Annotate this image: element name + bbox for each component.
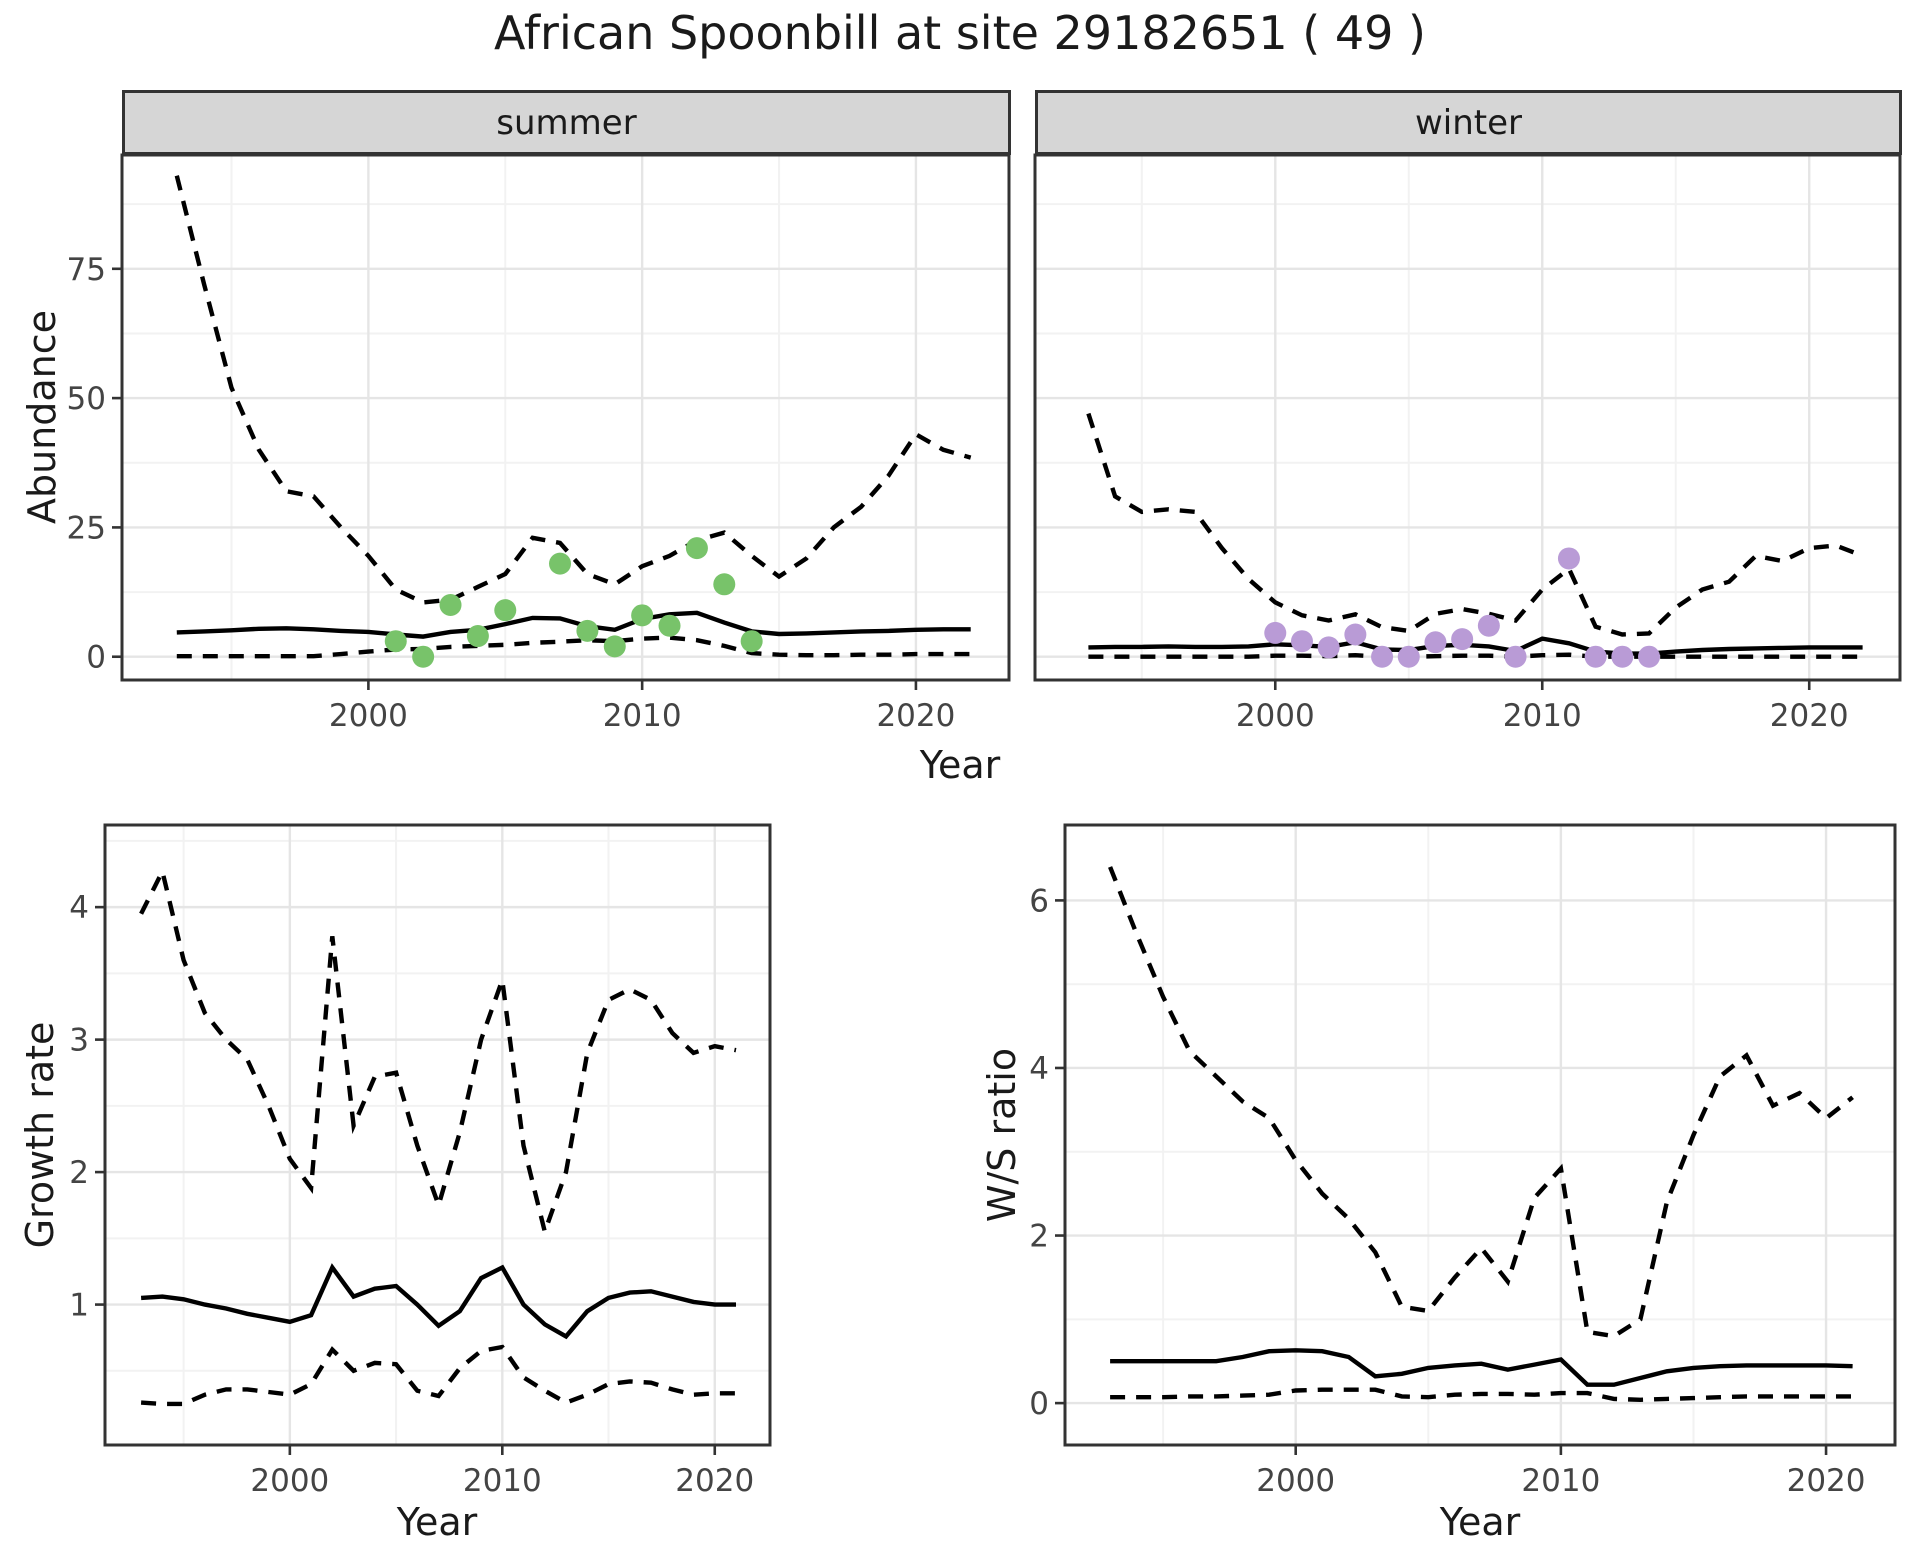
panel-summer-abundance: 2000 2010 2020 0 25 50 75: [67, 153, 1011, 734]
panel-winter-abundance: 2000 2010 2020: [1033, 153, 1902, 734]
y-axis-label-growth-rate: Growth rate: [18, 1021, 62, 1249]
x-axis-label-year-top: Year: [919, 743, 1001, 787]
facet-strip-summer: summer: [122, 90, 1011, 155]
winter-abundance-observation-point: [1397, 645, 1420, 668]
summer-abundance-observation-point: [412, 645, 435, 668]
summer-abundance-observation-point: [494, 599, 517, 622]
ws-ratio-y-tick-label: 6: [1029, 883, 1049, 919]
ws-ratio-x-tick-label: 2000: [1256, 1463, 1335, 1499]
chart-title: African Spoonbill at site 29182651 ( 49 …: [494, 6, 1426, 60]
summer-abundance-observation-point: [384, 630, 407, 653]
growth-rate-y-tick-label: 1: [69, 1288, 89, 1324]
ws-ratio-x-tick-label: 2010: [1521, 1463, 1600, 1499]
ws-ratio-y-tick-label: 0: [1029, 1386, 1049, 1422]
summer-abundance-median-line: [176, 610, 971, 639]
summer-abundance-y-tick-label: 25: [67, 510, 106, 546]
ws-ratio-median-line: [1110, 1348, 1853, 1387]
winter-abundance-observation-point: [1371, 645, 1394, 668]
growth-rate-y-tick-label: 3: [69, 1023, 89, 1059]
summer-abundance-observation-point: [631, 604, 654, 627]
winter-abundance-median-line: [1088, 636, 1863, 656]
growth-rate-x-tick-label: 2020: [675, 1463, 754, 1499]
summer-abundance-y-tick-label: 50: [67, 381, 106, 417]
summer-abundance-upper_ci-line: [174, 175, 972, 605]
growth-rate-upper_ci-line: [139, 865, 737, 1240]
ws-ratio-y-tick-label: 2: [1029, 1219, 1049, 1255]
summer-abundance-y-tick-label: 0: [86, 640, 106, 676]
facet-strip-winter-label: winter: [1414, 102, 1523, 143]
panel-growth-rate: 2000 2010 2020 1 2 3 4: [69, 823, 772, 1499]
winter-abundance-observation-point: [1557, 547, 1580, 570]
winter-abundance-observation-point: [1584, 645, 1607, 668]
facet-strip-summer-label: summer: [496, 102, 637, 143]
winter-abundance-observation-point: [1638, 645, 1661, 668]
winter-abundance-x-tick-label: 2000: [1236, 698, 1315, 734]
winter-abundance-observation-point: [1264, 621, 1287, 644]
winter-abundance-observation-point: [1317, 636, 1340, 659]
summer-abundance-observation-point: [740, 630, 763, 653]
summer-abundance-y-tick-label: 75: [67, 252, 106, 288]
summer-abundance-observation-point: [439, 594, 462, 616]
summer-abundance-observation-point: [685, 537, 708, 560]
summer-abundance-observation-point: [713, 573, 736, 596]
x-axis-label-year-growth: Year: [396, 1500, 478, 1544]
summer-abundance-lower_ci-line: [176, 635, 971, 659]
facet-strip-winter: winter: [1035, 90, 1902, 155]
summer-abundance-observation-point: [603, 635, 626, 658]
summer-abundance-x-tick-label: 2010: [603, 698, 682, 734]
winter-abundance-x-tick-label: 2020: [1770, 698, 1849, 734]
summer-abundance-observation-point: [549, 552, 572, 575]
growth-rate-y-tick-label: 4: [69, 890, 89, 926]
winter-abundance-x-tick-label: 2010: [1503, 698, 1582, 734]
summer-abundance-x-tick-label: 2000: [329, 698, 408, 734]
panel-ws-ratio: 2000 2010 2020 0 2 4 6: [1029, 823, 1897, 1499]
growth-rate-median-line: [140, 1263, 736, 1340]
y-axis-label-abundance: Abundance: [20, 309, 64, 525]
ws-ratio-upper_ci-line: [1108, 866, 1854, 1339]
y-axis-label-ws-ratio: W/S ratio: [980, 1047, 1024, 1223]
winter-abundance-observation-point: [1611, 645, 1634, 668]
winter-abundance-observation-point: [1477, 614, 1500, 637]
ws-ratio-y-tick-label: 4: [1029, 1051, 1049, 1087]
winter-abundance-observation-point: [1344, 623, 1367, 646]
winter-abundance-observation-point: [1504, 645, 1527, 668]
summer-abundance-x-tick-label: 2020: [876, 698, 955, 734]
growth-rate-y-tick-label: 2: [69, 1155, 89, 1191]
winter-abundance-observation-point: [1451, 628, 1474, 651]
winter-abundance-observation-point: [1424, 631, 1447, 654]
winter-abundance-upper_ci-line: [1086, 412, 1864, 637]
x-axis-label-year-ws: Year: [1439, 1500, 1521, 1544]
ws-ratio-x-tick-label: 2020: [1787, 1463, 1866, 1499]
growth-rate-lower_ci-line: [140, 1344, 736, 1407]
growth-rate-x-tick-label: 2000: [250, 1463, 329, 1499]
summer-abundance-observation-point: [576, 619, 599, 642]
ws-ratio-lower_ci-line: [1110, 1387, 1853, 1403]
winter-abundance-observation-point: [1290, 630, 1313, 653]
summer-abundance-observation-point: [466, 625, 489, 648]
growth-rate-x-tick-label: 2010: [463, 1463, 542, 1499]
summer-abundance-observation-point: [658, 614, 681, 637]
